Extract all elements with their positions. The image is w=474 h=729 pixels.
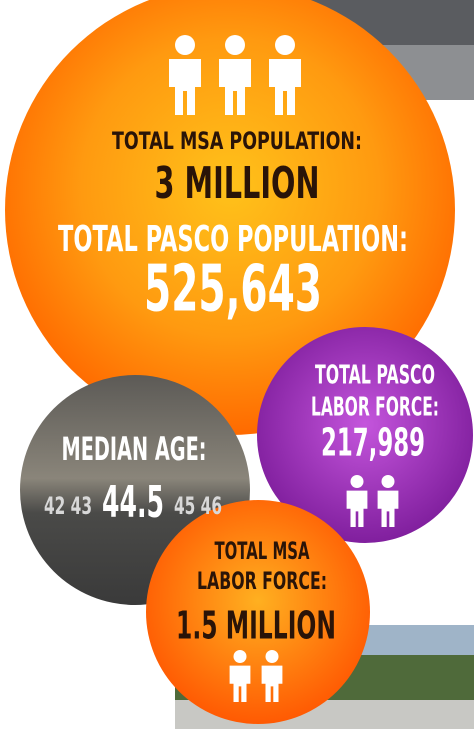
- median-age-label: MEDIAN AGE:: [62, 430, 207, 468]
- pasco-labor-label: TOTAL PASCO: [315, 361, 435, 391]
- pasco-labor-label: LABOR FORCE:: [311, 393, 439, 423]
- msa-population-label: TOTAL MSA POPULATION:: [112, 127, 362, 155]
- msa-labor-label: LABOR FORCE:: [197, 567, 327, 595]
- median-age-scale: 42 43: [44, 492, 92, 520]
- pasco-population-value: 525,643: [144, 253, 322, 327]
- infographic: TOTAL MSA POPULATION: 3 MILLION TOTAL PA…: [0, 0, 474, 729]
- msa-labor-label: TOTAL MSA: [215, 537, 310, 565]
- msa-labor-value: 1.5 MILLION: [176, 604, 336, 648]
- median-age-scale: 45 46: [174, 492, 222, 520]
- pasco-labor-value: 217,989: [321, 421, 425, 465]
- msa-population-value: 3 MILLION: [155, 158, 320, 209]
- median-age-value: 44.5: [102, 477, 164, 528]
